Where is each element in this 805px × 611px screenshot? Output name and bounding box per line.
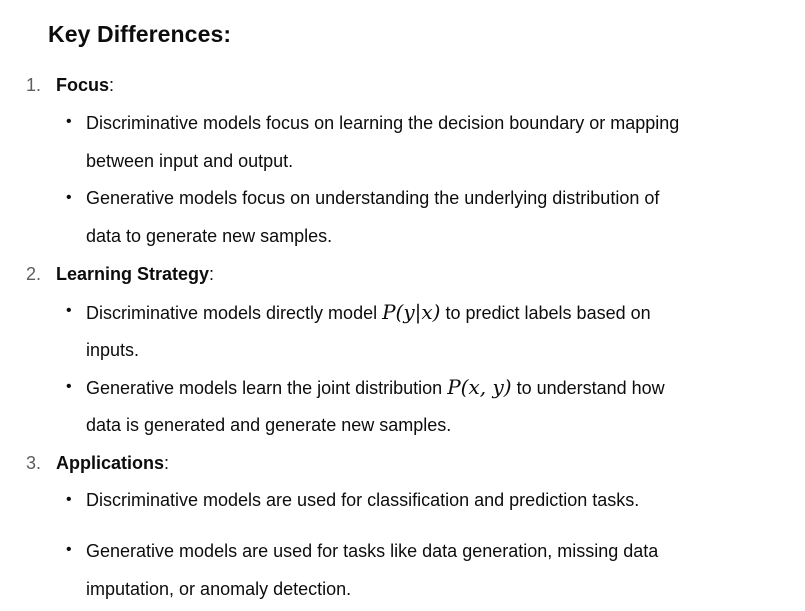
text-segment: to predict labels based on xyxy=(440,303,651,323)
bullet-text: Generative models are used for tasks lik… xyxy=(86,541,659,561)
list-number: 1. xyxy=(26,75,42,95)
math-expression: P(x, y) xyxy=(447,375,512,399)
bullet-icon: • xyxy=(66,113,72,130)
text-segment: Generative models learn the joint distri… xyxy=(86,378,448,398)
bullet-icon: • xyxy=(66,302,72,319)
item-title-text: Focus xyxy=(56,75,110,95)
text-segment: Discriminative models directly model xyxy=(86,303,383,323)
bullet-icon: • xyxy=(66,189,72,206)
list-number: 2. xyxy=(26,264,42,284)
bullet-text: data to generate new samples. xyxy=(86,226,333,246)
bullet-text: Generative models learn the joint distri… xyxy=(86,374,665,401)
bullet-text: Discriminative models directly model P(y… xyxy=(86,299,651,326)
list-item-title: Focus: xyxy=(56,72,114,98)
bullet-icon: • xyxy=(66,541,72,558)
bullet-text: Generative models focus on understanding… xyxy=(86,188,660,208)
list-number: 3. xyxy=(26,453,42,473)
bullet-text: inputs. xyxy=(86,340,140,360)
bullet-text: Discriminative models are used for class… xyxy=(86,490,640,510)
bullet-text: between input and output. xyxy=(86,151,294,171)
item-title-text: Applications xyxy=(56,453,165,473)
title-colon: : xyxy=(109,75,115,95)
math-expression: P(y|x) xyxy=(382,300,441,324)
bullet-text: Discriminative models focus on learning … xyxy=(86,113,680,133)
bullet-text: imputation, or anomaly detection. xyxy=(86,579,352,599)
title-colon: : xyxy=(164,453,170,473)
text-segment: to understand how xyxy=(511,378,665,398)
section-heading: Key Differences: xyxy=(48,21,232,47)
bullet-text: data is generated and generate new sampl… xyxy=(86,415,452,435)
list-item-title: Learning Strategy: xyxy=(56,261,214,287)
bullet-icon: • xyxy=(66,491,72,508)
title-colon: : xyxy=(209,264,215,284)
item-title-text: Learning Strategy xyxy=(56,264,210,284)
bullet-icon: • xyxy=(66,378,72,395)
list-item-title: Applications: xyxy=(56,450,169,476)
